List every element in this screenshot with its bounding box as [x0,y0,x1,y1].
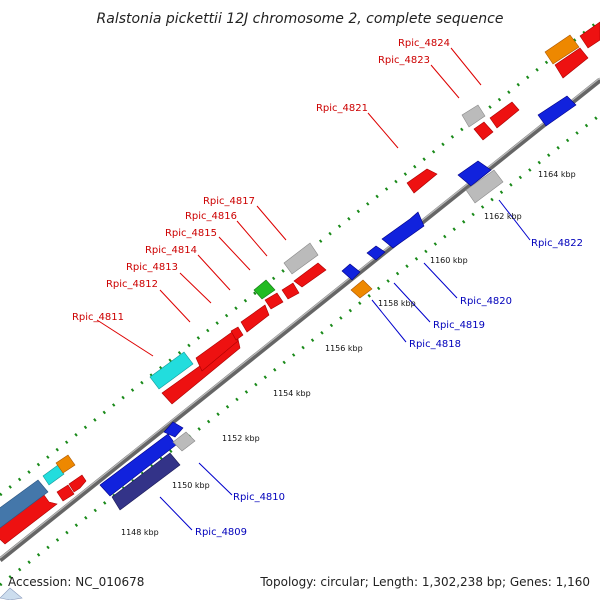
gene-label-rpic-4820[interactable]: Rpic_4820 [460,296,512,307]
gene-label-rpic-4824[interactable]: Rpic_4824 [398,38,450,49]
gene-arrow[interactable] [281,282,300,300]
gene-arrow[interactable] [341,263,361,281]
gene-arrow[interactable] [366,245,386,261]
gene-label-rpic-4813[interactable]: Rpic_4813 [126,262,178,273]
gene-arrow[interactable] [537,95,577,127]
scale-tick-label: 1160 kbp [430,256,468,265]
gene-arrow[interactable] [0,587,23,600]
gene-arrow[interactable] [457,160,492,187]
gene-arrow[interactable] [111,452,181,511]
gene-arrow[interactable] [195,331,239,372]
gene-label-rpic-4819[interactable]: Rpic_4819 [433,320,485,331]
scale-tick-label: 1148 kbp [121,528,159,537]
gene-arrow[interactable] [149,351,194,390]
gene-label-rpic-4810[interactable]: Rpic_4810 [233,492,285,503]
gene-label-rpic-4812[interactable]: Rpic_4812 [106,279,158,290]
gene-arrow[interactable] [230,326,244,341]
forward-leader-lines [96,47,482,357]
gene-label-rpic-4816[interactable]: Rpic_4816 [185,211,237,222]
gene-arrow[interactable] [172,431,196,452]
gene-arrow[interactable] [163,421,184,438]
gene-arrow[interactable] [42,464,65,486]
gene-arrow[interactable] [461,104,486,128]
scale-tick-label: 1150 kbp [172,481,210,490]
scale-tick-label: 1158 kbp [378,299,416,308]
gene-arrow[interactable] [56,484,75,502]
scale-tick-label: 1162 kbp [484,212,522,221]
gene-label-rpic-4817[interactable]: Rpic_4817 [203,196,255,207]
gene-arrow[interactable] [99,433,177,497]
gene-label-rpic-4821[interactable]: Rpic_4821 [316,103,368,114]
gene-label-rpic-4822[interactable]: Rpic_4822 [531,238,583,249]
topology-summary: Topology: circular; Length: 1,302,238 bp… [259,575,590,589]
gene-arrow[interactable] [381,211,425,249]
gene-arrow[interactable] [465,169,504,204]
gene-arrow[interactable] [579,21,600,49]
reverse-strand-genes [0,95,577,600]
forward-strand-genes [0,21,600,545]
gene-arrow[interactable] [473,121,494,141]
gene-arrow[interactable] [264,292,284,310]
gene-arrow[interactable] [253,279,276,300]
gene-arrow[interactable] [406,168,438,194]
scale-tick-label: 1164 kbp [538,170,576,179]
chromosome-backbone [0,77,600,562]
gene-arrow[interactable] [293,262,327,288]
gene-label-rpic-4809[interactable]: Rpic_4809 [195,527,247,538]
gene-arrow[interactable] [350,279,373,299]
scale-tick-labels: 1148 kbp 1150 kbp 1152 kbp 1154 kbp 1156… [121,170,576,537]
inner-tick-track [0,113,600,587]
scale-tick-label: 1152 kbp [222,434,260,443]
reverse-gene-labels: Rpic_4809 Rpic_4810 Rpic_4818 Rpic_4819 … [195,238,583,538]
gene-arrow[interactable] [283,242,319,275]
scale-tick-label: 1154 kbp [273,389,311,398]
gene-arrow[interactable] [68,474,87,493]
accession-text: Accession: NC_010678 [8,575,144,589]
forward-gene-labels: Rpic_4811 Rpic_4812 Rpic_4813 Rpic_4814 … [72,38,450,323]
gene-label-rpic-4811[interactable]: Rpic_4811 [72,312,124,323]
gene-arrow[interactable] [489,101,520,129]
gene-arrow[interactable] [554,47,589,79]
gene-label-rpic-4815[interactable]: Rpic_4815 [165,228,217,239]
gene-label-rpic-4814[interactable]: Rpic_4814 [145,245,197,256]
reverse-leader-lines [159,199,531,531]
gene-label-rpic-4818[interactable]: Rpic_4818 [409,339,461,350]
gene-arrow[interactable] [0,479,49,529]
gene-arrow[interactable] [240,304,270,333]
gene-label-rpic-4823[interactable]: Rpic_4823 [378,55,430,66]
scale-tick-label: 1156 kbp [325,344,363,353]
gene-arrow[interactable] [55,454,76,474]
map-title: Ralstonia pickettii 12J chromosome 2, co… [97,11,504,27]
outer-tick-track [0,18,600,497]
gene-arrow[interactable] [544,34,580,65]
